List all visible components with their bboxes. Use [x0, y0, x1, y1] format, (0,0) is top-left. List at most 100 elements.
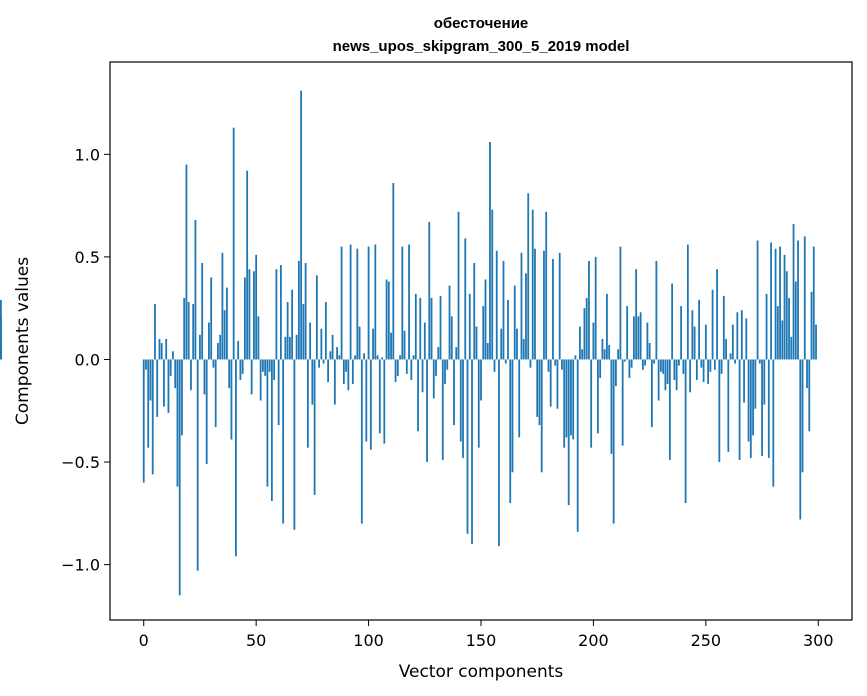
- bar-145: [468, 293, 471, 360]
- bar-80: [322, 359, 325, 364]
- bar-81: [324, 302, 327, 360]
- bar-205: [603, 349, 606, 360]
- bar-275: [761, 359, 763, 456]
- bar-40: [232, 127, 235, 360]
- bar-107: [383, 359, 386, 444]
- bar-12: [169, 359, 172, 376]
- bar-171: [527, 193, 530, 360]
- bar-102: [372, 328, 374, 360]
- bar-214: [624, 359, 626, 362]
- bar-165: [513, 285, 516, 360]
- bar-167: [518, 359, 521, 438]
- bar-series: [0, 90, 817, 596]
- bar-57: [270, 359, 273, 502]
- bar-8: [160, 343, 163, 360]
- bar-199: [590, 359, 593, 448]
- bar-206: [606, 293, 608, 360]
- bar-192: [574, 355, 577, 360]
- bar-177: [540, 359, 543, 473]
- bar-undefined: [0, 316, 2, 360]
- bar-248: [700, 359, 703, 368]
- bar-75: [311, 359, 314, 405]
- bar-105: [378, 359, 381, 434]
- bar-164: [511, 359, 514, 473]
- bar-141: [459, 359, 462, 442]
- bar-139: [455, 347, 458, 360]
- bar-249: [702, 359, 705, 383]
- bar-254: [713, 359, 716, 370]
- bar-278: [767, 359, 770, 458]
- bar-115: [401, 246, 404, 360]
- bar-42: [237, 341, 240, 360]
- bar-147: [473, 263, 476, 360]
- bar-200: [592, 322, 595, 360]
- bar-34: [219, 334, 222, 360]
- bar-111: [392, 183, 395, 360]
- bar-118: [408, 244, 410, 360]
- bar-26: [201, 263, 204, 360]
- bar-58: [273, 359, 276, 380]
- bar-264: [736, 312, 739, 360]
- bar-28: [205, 359, 208, 465]
- bar-131: [437, 347, 440, 360]
- bar-146: [471, 359, 473, 545]
- bar-280: [772, 359, 775, 487]
- bar-190: [570, 359, 572, 436]
- bar-6: [156, 359, 159, 417]
- bar-188: [565, 359, 568, 438]
- bar-29: [208, 322, 210, 360]
- bar-150: [480, 359, 482, 401]
- bar-15: [176, 359, 179, 487]
- bar-244: [691, 310, 694, 360]
- bar-255: [716, 269, 718, 360]
- bar-289: [792, 224, 795, 360]
- x-axis-label: Vector components: [399, 662, 564, 682]
- bar-225: [648, 343, 651, 360]
- bar-282: [776, 306, 779, 360]
- bar-293: [801, 359, 804, 473]
- bar-203: [599, 359, 602, 378]
- bar-69: [297, 260, 300, 360]
- x-tick-label: 50: [246, 631, 266, 650]
- bar-129: [432, 359, 435, 399]
- bar-230: [659, 359, 662, 372]
- bar-291: [797, 240, 799, 360]
- bar-182: [552, 258, 554, 360]
- y-tick-label: 0.0: [75, 350, 100, 369]
- bar-85: [333, 359, 336, 405]
- bar-246: [695, 359, 698, 380]
- bar-240: [682, 359, 685, 374]
- bar-224: [646, 322, 649, 360]
- bar-151: [482, 306, 485, 360]
- bar-138: [453, 359, 455, 426]
- bar-201: [594, 256, 597, 360]
- bar-0: [142, 359, 145, 483]
- bar-51: [257, 316, 260, 360]
- bar-124: [421, 359, 424, 393]
- bar-132: [439, 295, 442, 360]
- bar-11: [167, 359, 170, 413]
- bar-126: [426, 359, 428, 463]
- bar-276: [763, 359, 766, 405]
- bar-181: [549, 359, 552, 407]
- bar-159: [500, 328, 503, 360]
- bar-82: [327, 359, 329, 383]
- bar-84: [331, 334, 334, 360]
- y-tick-label: −1.0: [61, 556, 100, 575]
- bar-1: [145, 359, 147, 370]
- bar-207: [608, 345, 611, 360]
- bar-18: [183, 297, 186, 360]
- bar-96: [358, 326, 361, 360]
- bar-73: [306, 359, 309, 448]
- bar-62: [282, 359, 285, 524]
- bar-152: [484, 279, 487, 360]
- bar-172: [529, 359, 532, 368]
- bar-202: [597, 359, 599, 434]
- bar-163: [509, 359, 512, 504]
- x-tick-label: 150: [466, 631, 497, 650]
- bar-283: [779, 246, 781, 360]
- y-axis-label: Components values: [13, 257, 33, 425]
- bar-undefined: [0, 341, 2, 360]
- bar-233: [666, 359, 669, 385]
- bar-55: [266, 359, 269, 487]
